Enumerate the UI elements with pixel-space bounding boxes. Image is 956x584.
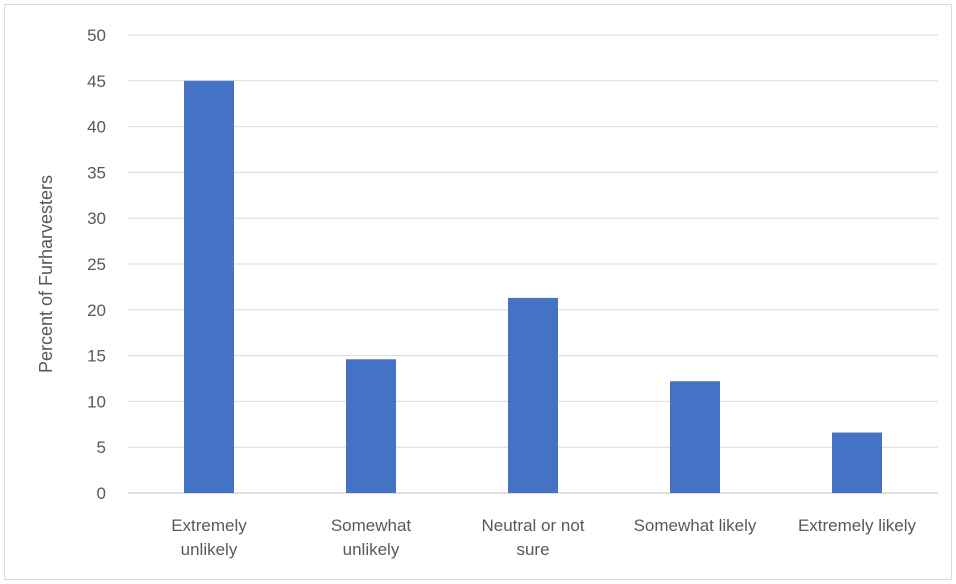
x-category-label: Neutral or not xyxy=(482,516,585,535)
x-axis-labels: Extremely unlikely Somewhat unlikely Neutral… xyxy=(171,516,916,559)
x-category-label: Somewhat likely xyxy=(634,516,757,535)
y-tick-label: 50 xyxy=(87,26,106,45)
x-category-label: Extremely likely xyxy=(798,516,917,535)
y-tick-label: 10 xyxy=(87,392,106,411)
gridlines xyxy=(128,34,938,494)
chart-frame xyxy=(4,4,952,580)
y-tick-label: 5 xyxy=(97,438,106,457)
bar xyxy=(832,432,882,493)
y-tick-label: 20 xyxy=(87,301,106,320)
bar xyxy=(508,297,558,493)
x-category-label: Extremely xyxy=(171,516,247,535)
y-tick-label: 40 xyxy=(87,118,106,137)
bar xyxy=(670,381,720,493)
y-tick-label: 15 xyxy=(87,347,106,366)
x-category-label: sure xyxy=(516,540,549,559)
bars xyxy=(184,80,882,494)
y-tick-label: 0 xyxy=(97,484,106,503)
x-category-label: unlikely xyxy=(343,540,400,559)
y-tick-label: 35 xyxy=(87,163,106,182)
bar xyxy=(346,359,396,493)
y-tick-label: 30 xyxy=(87,209,106,228)
bar xyxy=(184,80,234,494)
x-category-label: Somewhat xyxy=(331,516,412,535)
y-tick-label: 25 xyxy=(87,255,106,274)
y-axis-ticks: 0 5 10 15 20 25 30 35 40 45 50 xyxy=(87,26,106,503)
y-tick-label: 45 xyxy=(87,72,106,91)
x-category-label: unlikely xyxy=(181,540,238,559)
y-axis-label: Percent of Furharvesters xyxy=(36,175,56,373)
